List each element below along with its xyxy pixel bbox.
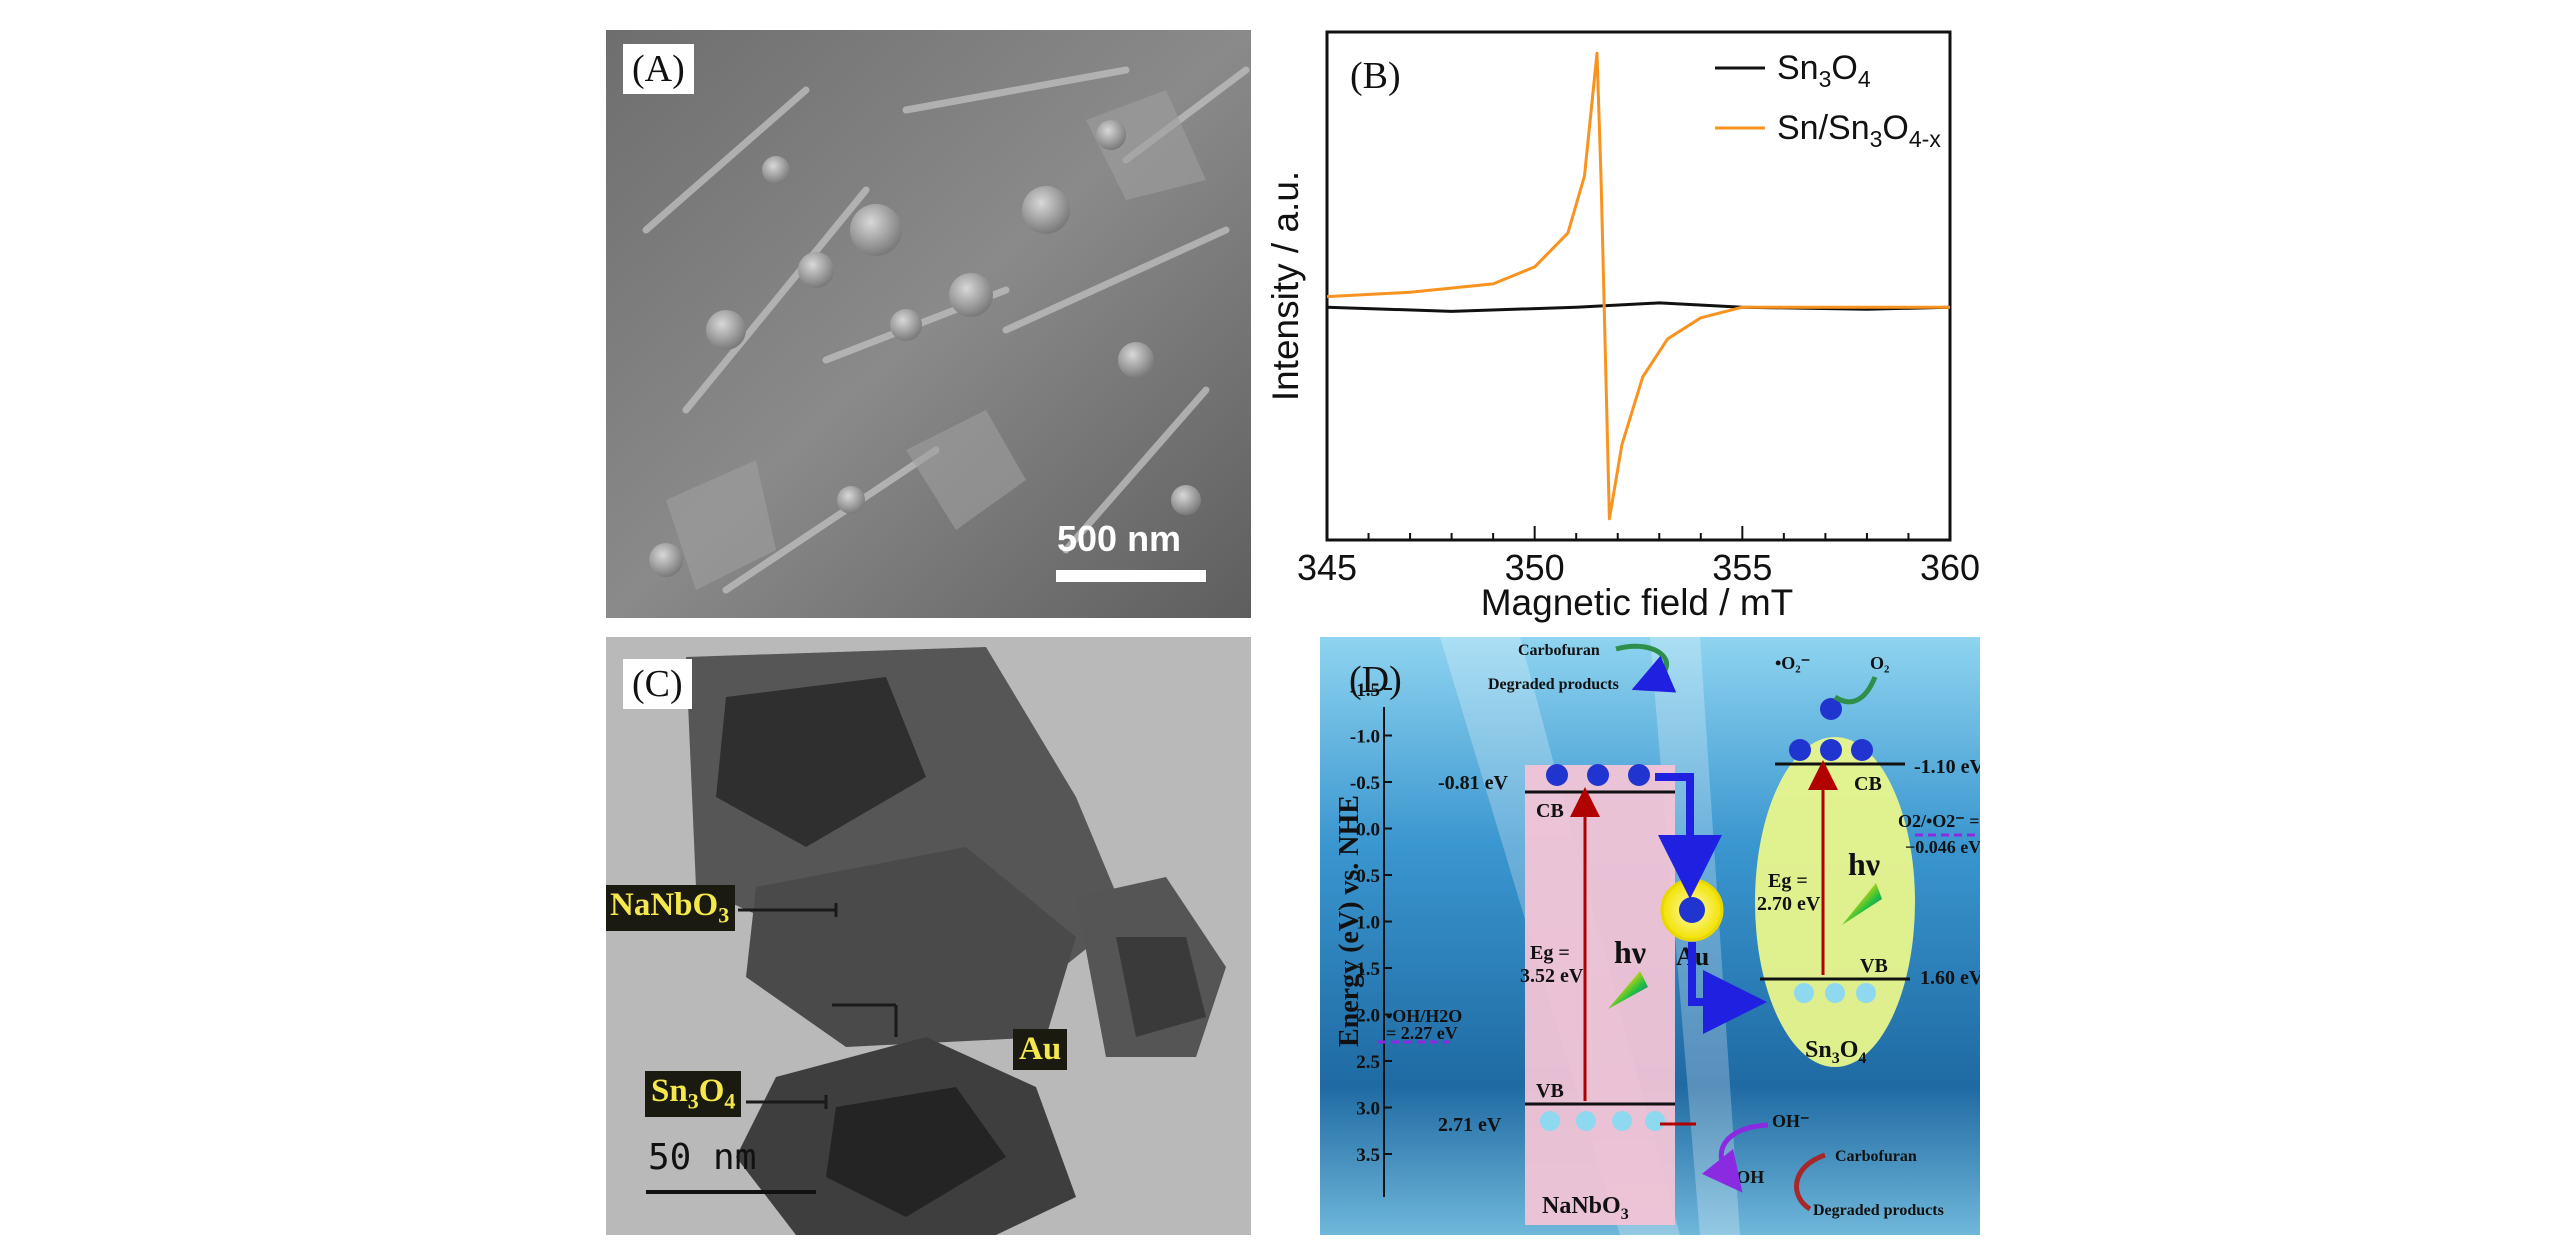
x-tick-label: 360	[1920, 547, 1980, 588]
sn3o4-cb-value: -1.10 eV	[1914, 756, 1980, 778]
chart-series	[1326, 51, 1951, 521]
energy-tick-label: 1.5	[1356, 959, 1380, 980]
band-diagram-svg: -1.5 -1.0 -0.5 0.0 0.5 1.0 1.5 2.0 2.5 3.0 3.5 Ene…	[1320, 637, 1980, 1235]
top-o2: O₂	[1870, 653, 1889, 673]
energy-axis-ticks: -1.5 -1.0 -0.5 0.0 0.5 1.0 1.5 2.0 2.5 3.0 3.5	[1350, 680, 1392, 1166]
nanbo3-vb-label: VB	[1536, 1080, 1564, 1102]
sn3o4-light-icon	[1842, 883, 1882, 925]
top-degraded-products: Degraded products	[1488, 676, 1619, 693]
top-carbofuran: Carbofuran	[1518, 642, 1600, 659]
sn3o4-cb-label: CB	[1854, 773, 1882, 795]
sn3o4-eg-line1: Eg =	[1768, 870, 1808, 892]
au-electron	[1679, 897, 1705, 923]
scale-bar-label: 500 nm	[1057, 518, 1182, 559]
nanbo3-holes	[1540, 1111, 1665, 1131]
o2-redox-line1: O2/•O2⁻ =	[1898, 811, 1980, 831]
bottom-oh-minus: OH⁻	[1772, 1111, 1810, 1131]
bottom-degradation-arrow	[1794, 1152, 1826, 1212]
nanbo3-eg-line2: 3.52 eV	[1520, 965, 1584, 987]
panel-c-tem-image: (C) NaNbO3 Au Sn3O4 50 nm	[606, 637, 1251, 1235]
au-tag: Au	[1013, 1029, 1068, 1070]
sn3o4-electrons	[1789, 698, 1873, 761]
panel-d-energy-diagram: -1.5 -1.0 -0.5 0.0 0.5 1.0 1.5 2.0 2.5 3.0 3.5 Ene…	[1320, 637, 1980, 1235]
nanbo3-eg-line1: Eg =	[1530, 942, 1570, 964]
sem-micrograph	[606, 30, 1251, 618]
oh-redox-line1: •OH/H2O	[1386, 1006, 1462, 1026]
plot-frame	[1325, 30, 1952, 542]
oh-redox-line2: = 2.27 eV	[1386, 1023, 1458, 1043]
nanbo3-electrons	[1546, 764, 1650, 786]
nanbo3-hv: hν	[1614, 934, 1646, 970]
series-line-sn3o4	[1326, 301, 1951, 313]
tem-scale-bar-label: 50 nm	[648, 1137, 757, 1178]
energy-tick-label: -1.0	[1350, 727, 1380, 748]
panel-a-label: (A)	[623, 44, 694, 94]
epr-chart-svg: 345 350 355 360 Magnetic field / mT Intensi…	[1265, 30, 1980, 623]
energy-axis-label: Energy (eV) vs. NHE	[1334, 795, 1365, 1047]
nanbo3-vb-value: 2.71 eV	[1438, 1114, 1502, 1136]
sn3o4-eg-line2: 2.70 eV	[1757, 893, 1821, 915]
bottom-carbofuran: Carbofuran	[1835, 1148, 1917, 1165]
sn3o4-hv: hν	[1848, 846, 1880, 882]
nanbo3-band	[1525, 765, 1675, 1225]
y-axis-label: Intensity / a.u.	[1265, 171, 1306, 401]
nanbo3-light-icon	[1608, 971, 1648, 1009]
sn3o4-vb-value: 1.60 eV	[1920, 967, 1980, 989]
bottom-degraded-products: Degraded products	[1813, 1202, 1944, 1219]
sn3o4-band	[1755, 737, 1915, 1067]
o2-redox-line2: −0.046 eV	[1905, 837, 1980, 857]
nanbo3-cb-value: -0.81 eV	[1438, 772, 1509, 794]
nanbo3-tag: NaNbO3	[606, 885, 736, 931]
panel-b-epr-chart: 345 350 355 360 Magnetic field / mT Intensi…	[1255, 20, 2015, 632]
energy-tick-label: 1.0	[1356, 913, 1380, 934]
x-tick-label: 345	[1297, 547, 1357, 588]
panel-a-sem-image: (A) 500 nm	[606, 30, 1251, 618]
tem-micrograph	[606, 637, 1251, 1235]
energy-tick-label: 3.5	[1356, 1145, 1380, 1166]
energy-tick-label: 0.5	[1356, 866, 1380, 887]
au-to-vb-arrow	[1688, 942, 1767, 1034]
bottom-oh-radical: •OH	[1730, 1167, 1764, 1187]
panel-b-label: (B)	[1350, 55, 1401, 97]
scale-bar-line	[1056, 570, 1206, 582]
sn3o4-vb-label: VB	[1860, 955, 1888, 977]
x-axis-label: Magnetic field / mT	[1481, 582, 1794, 623]
top-o2-radical: •O₂⁻	[1775, 653, 1810, 673]
nanbo3-cb-label: CB	[1536, 800, 1564, 822]
x-tick-label: 355	[1712, 547, 1772, 588]
top-degradation-arrow	[1615, 643, 1677, 693]
panel-d-label: (D)	[1349, 659, 1402, 701]
energy-tick-label: 2.0	[1356, 1006, 1380, 1027]
x-axis-ticks: 345 350 355 360	[1297, 526, 1980, 588]
legend-label-sn-sn3o4-x: Sn/Sn3O4-x	[1777, 109, 1941, 152]
cb-to-au-arrow	[1655, 773, 1722, 899]
bottom-oxidation-arrow	[1701, 1122, 1769, 1193]
energy-tick-label: 3.0	[1356, 1099, 1380, 1120]
legend-label-sn3o4: Sn3O4	[1777, 49, 1871, 92]
nanbo3-name: NaNbO3	[1542, 1193, 1629, 1223]
panel-c-label: (C)	[623, 659, 692, 709]
energy-tick-label: 2.5	[1356, 1052, 1380, 1073]
sn3o4-tag: Sn3O4	[645, 1071, 742, 1117]
energy-tick-label: -0.5	[1350, 773, 1380, 794]
energy-tick-label: -1.5	[1350, 680, 1380, 701]
series-line-sn-sn3o4-x	[1326, 51, 1950, 521]
energy-tick-label: 0.0	[1356, 820, 1380, 841]
sn3o4-holes	[1794, 983, 1876, 1003]
top-o2-reduction-arrow	[1833, 676, 1878, 705]
chart-legend: Sn3O4 Sn/Sn3O4-x	[1715, 49, 1941, 152]
x-tick-label: 350	[1505, 547, 1565, 588]
